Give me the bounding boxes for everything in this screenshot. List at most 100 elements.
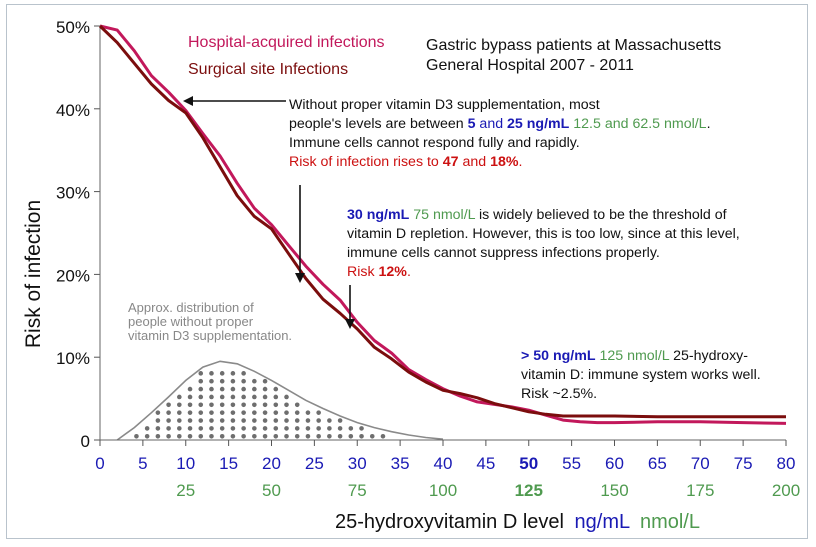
distribution-dot — [305, 433, 311, 439]
distribution-dot — [209, 402, 214, 408]
distribution-dot — [219, 426, 225, 431]
x-axis-label-unit1: ng/mL — [575, 511, 630, 533]
y-axis-label: Risk of infection — [22, 200, 45, 348]
distribution-dot — [241, 394, 246, 400]
distribution-dot — [166, 410, 171, 415]
distribution-dot — [284, 426, 289, 431]
distribution-dot — [241, 371, 246, 376]
distribution-dot — [273, 402, 279, 408]
distribution-dot — [187, 426, 193, 431]
distribution-dot — [316, 418, 321, 423]
distribution-dot — [262, 426, 268, 431]
x-tick-label: 5 — [138, 454, 147, 473]
x-tick-label: 40 — [434, 454, 453, 473]
annotation-above-50: > 50 ng/mL 125 nmol/L 25-hydroxy- vitami… — [521, 347, 761, 404]
annotation-low-levels: Without proper vitamin D3 supplementatio… — [289, 96, 711, 172]
distribution-dot — [177, 418, 182, 423]
distribution-dot — [177, 426, 182, 431]
distribution-dot — [187, 433, 193, 439]
distribution-dot — [219, 371, 225, 376]
distribution-dot — [198, 386, 204, 392]
distribution-dot — [273, 410, 279, 415]
distribution-dot — [209, 433, 214, 439]
distribution-dot — [187, 410, 193, 415]
distribution-dot — [230, 394, 236, 400]
distribution-dot — [241, 386, 246, 392]
annotation-line: Risk ~2.5%. — [521, 386, 598, 402]
distribution-dot — [337, 433, 343, 439]
distribution-dot — [241, 410, 246, 415]
x-tick-label: 60 — [605, 454, 624, 473]
distribution-dot — [177, 433, 182, 439]
distribution-dot — [230, 426, 236, 431]
distribution-dot — [273, 394, 279, 400]
distribution-dot — [262, 433, 268, 439]
distribution-dot — [262, 394, 268, 400]
distribution-dot — [219, 402, 225, 408]
distribution-dot — [219, 410, 225, 415]
annotation-line: Without proper vitamin D3 supplementatio… — [289, 97, 600, 113]
distribution-dot — [262, 402, 268, 408]
distribution-dot — [241, 402, 246, 408]
distribution-dot — [273, 433, 279, 439]
distribution-dot — [187, 386, 193, 392]
distribution-dot — [241, 426, 246, 431]
distribution-dot — [209, 418, 214, 423]
distribution-dot — [209, 371, 214, 376]
x-tick-label-nmol: 25 — [176, 481, 195, 500]
distribution-dot — [155, 410, 161, 415]
distribution-dot — [144, 433, 150, 439]
distribution-label-line: vitamin D3 supplementation. — [128, 328, 293, 343]
distribution-dot — [198, 371, 204, 376]
distribution-dot — [262, 378, 268, 384]
distribution-dot — [316, 410, 321, 415]
x-tick-label: 35 — [391, 454, 410, 473]
distribution-dot — [252, 418, 257, 423]
distribution-dot — [209, 378, 214, 384]
distribution-dot — [219, 418, 225, 423]
x-tick-label: 10 — [176, 454, 195, 473]
distribution-dot — [198, 410, 204, 415]
distribution-dot — [198, 433, 204, 439]
x-tick-label: 15 — [219, 454, 238, 473]
distribution-dot — [252, 426, 257, 431]
distribution-dot — [348, 433, 354, 439]
distribution-dot — [252, 410, 257, 415]
chart-title-line-2: General Hospital 2007 - 2011 — [426, 57, 634, 74]
x-tick-label: 45 — [476, 454, 495, 473]
chart-frame — [6, 4, 808, 539]
annotation-line: people's levels are between 5 and 25 ng/… — [289, 116, 711, 132]
distribution-dot — [305, 418, 311, 423]
annotation-30-threshold: 30 ng/mL 75 nmol/L is widely believed to… — [347, 206, 740, 282]
distribution-dot — [230, 418, 236, 423]
distribution-dot — [316, 426, 321, 431]
legend-item-hospital: Hospital-acquired infections — [188, 34, 385, 51]
x-axis-label: 25-hydroxyvitamin D level ng/mL nmol/L — [335, 511, 700, 533]
distribution-dot — [252, 378, 257, 384]
x-tick-label: 0 — [95, 454, 104, 473]
distribution-dot — [241, 433, 246, 439]
x-axis-label-main: 25-hydroxyvitamin D level — [335, 511, 564, 533]
x-axis-label-unit2: nmol/L — [640, 511, 700, 533]
distribution-dot — [348, 426, 354, 431]
distribution-label-line: people without proper — [128, 314, 254, 329]
distribution-dot — [273, 426, 279, 431]
distribution-dot — [209, 394, 214, 400]
distribution-dot — [230, 378, 236, 384]
x-tick-label-nmol: 125 — [515, 481, 543, 500]
distribution-dot — [252, 394, 257, 400]
distribution-dot — [177, 410, 182, 415]
distribution-dot — [252, 386, 257, 392]
distribution-dot — [241, 378, 246, 384]
distribution-dot — [262, 410, 268, 415]
distribution-dot — [219, 378, 225, 384]
series-layer — [98, 24, 787, 425]
annotation-line: Risk 12%. — [347, 264, 411, 280]
x-tick-label-nmol: 100 — [429, 481, 457, 500]
distribution-dot — [230, 386, 236, 392]
distribution-dot — [166, 402, 171, 408]
distribution-dot — [230, 402, 236, 408]
distribution-dot — [252, 402, 257, 408]
distribution-label: Approx. distribution of people without p… — [128, 301, 292, 343]
